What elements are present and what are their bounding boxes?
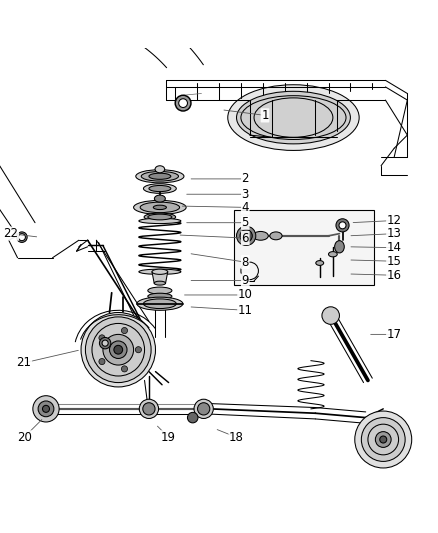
Ellipse shape [154, 195, 166, 202]
Circle shape [194, 399, 213, 418]
Circle shape [380, 436, 387, 443]
Ellipse shape [155, 166, 165, 173]
Text: 16: 16 [387, 269, 402, 282]
Circle shape [121, 327, 127, 334]
Circle shape [198, 403, 210, 415]
Ellipse shape [148, 287, 172, 294]
Ellipse shape [134, 200, 186, 214]
Ellipse shape [140, 202, 180, 213]
Circle shape [187, 413, 198, 423]
Circle shape [375, 432, 391, 447]
Text: 2: 2 [241, 172, 249, 185]
Circle shape [99, 337, 111, 349]
Text: 20: 20 [17, 431, 32, 444]
Ellipse shape [148, 293, 172, 300]
Text: 13: 13 [387, 227, 402, 240]
Ellipse shape [270, 232, 282, 240]
Circle shape [85, 317, 151, 383]
Circle shape [121, 366, 127, 372]
Ellipse shape [149, 185, 171, 191]
Ellipse shape [228, 85, 359, 150]
Circle shape [102, 340, 108, 346]
Circle shape [110, 341, 127, 359]
Ellipse shape [144, 213, 176, 221]
Text: 8: 8 [242, 256, 249, 269]
Ellipse shape [139, 269, 181, 274]
Ellipse shape [143, 184, 177, 193]
Text: 18: 18 [229, 431, 244, 444]
Text: 1: 1 [261, 109, 269, 122]
Polygon shape [152, 272, 168, 283]
Text: 4: 4 [241, 201, 249, 214]
Circle shape [143, 403, 155, 415]
Circle shape [18, 233, 25, 241]
Circle shape [179, 99, 187, 108]
Text: 22: 22 [4, 227, 18, 240]
Ellipse shape [143, 299, 177, 309]
Ellipse shape [153, 205, 166, 209]
Circle shape [139, 399, 159, 418]
Text: 3: 3 [242, 188, 249, 201]
Circle shape [17, 232, 27, 243]
Circle shape [336, 219, 349, 232]
Ellipse shape [141, 172, 179, 181]
Circle shape [114, 345, 123, 354]
Ellipse shape [316, 261, 324, 265]
Text: 14: 14 [387, 241, 402, 254]
Ellipse shape [237, 91, 350, 144]
Circle shape [103, 334, 134, 365]
Ellipse shape [152, 269, 168, 274]
Circle shape [339, 222, 346, 229]
Circle shape [361, 418, 405, 462]
Text: 11: 11 [238, 304, 253, 317]
Circle shape [99, 359, 105, 365]
Ellipse shape [154, 281, 166, 285]
Ellipse shape [148, 214, 172, 220]
Circle shape [355, 411, 412, 468]
Circle shape [38, 401, 54, 417]
Circle shape [33, 395, 59, 422]
Text: 15: 15 [387, 255, 402, 268]
Circle shape [99, 335, 105, 341]
Ellipse shape [328, 252, 337, 257]
Circle shape [322, 307, 339, 324]
Text: 21: 21 [17, 357, 32, 369]
Circle shape [175, 95, 191, 111]
Ellipse shape [149, 173, 171, 179]
Circle shape [135, 346, 141, 353]
Circle shape [240, 230, 252, 242]
Text: 17: 17 [387, 328, 402, 341]
Ellipse shape [137, 297, 183, 310]
Text: 9: 9 [241, 274, 249, 287]
Ellipse shape [136, 169, 184, 183]
Text: 5: 5 [242, 216, 249, 229]
Circle shape [81, 312, 155, 387]
Bar [234, 211, 374, 285]
Circle shape [237, 226, 256, 246]
Text: 6: 6 [241, 231, 249, 245]
Text: 12: 12 [387, 214, 402, 227]
Text: 19: 19 [161, 431, 176, 444]
Ellipse shape [253, 231, 268, 240]
Circle shape [42, 405, 49, 413]
Ellipse shape [139, 219, 181, 223]
Ellipse shape [335, 241, 344, 253]
Text: 10: 10 [238, 288, 253, 302]
